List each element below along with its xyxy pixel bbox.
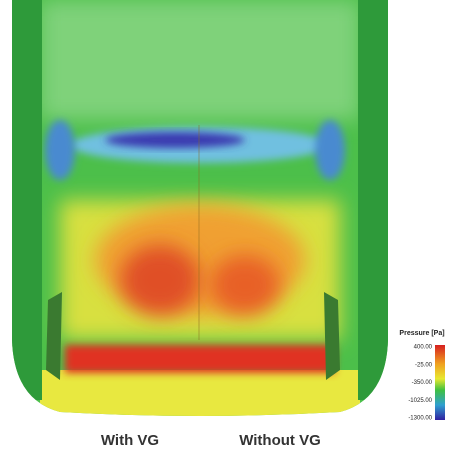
colorbar-tick-label: -25.00: [415, 362, 433, 368]
caption: Without VG: [239, 432, 321, 449]
colorbar-title: Pressure [Pa]: [399, 330, 444, 337]
pressure-field: [0, 0, 452, 453]
colorbar-tick-label: -1300.00: [408, 416, 432, 422]
colorbar-tick-label: -350.00: [412, 380, 433, 386]
colorbar: [435, 345, 445, 420]
colorbar-tick-label: 400.00: [414, 345, 433, 351]
caption: With VG: [101, 432, 159, 449]
screenshot: With VG Without VG Pressure [Pa] 400.00 -…: [0, 0, 452, 453]
colorbar-ticks: 400.00 -25.00 -350.00 -1025.00 -1300.00: [408, 345, 432, 422]
colorbar-tick-label: -1025.00: [408, 398, 432, 404]
